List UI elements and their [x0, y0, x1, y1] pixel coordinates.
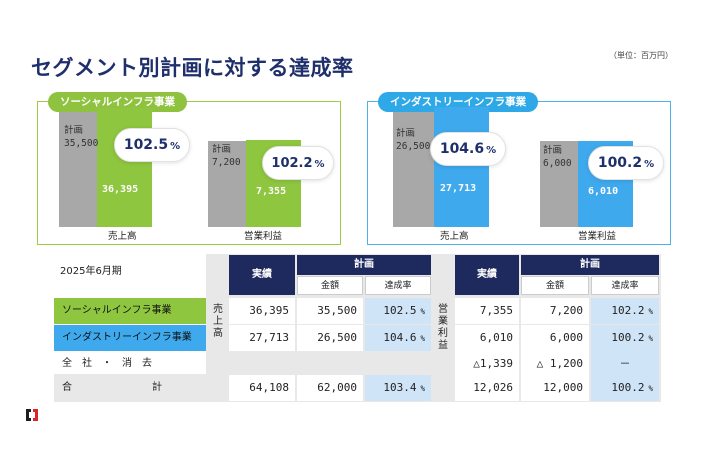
social-sales-plan-label: 計画 35,500: [64, 124, 98, 150]
rate-value: 100.2: [597, 155, 643, 171]
infra-sales-actual-bar: [434, 107, 489, 227]
infra-profit-actual-value: 6,010: [588, 186, 619, 197]
industry-infra-panel: インダストリーインフラ事業 計画 26,500 27,713 104.6% 売上…: [367, 92, 671, 245]
period-label: 2025年6月期: [60, 266, 122, 277]
social-profit-rate-pill: 102.2%: [262, 146, 334, 180]
infra-profit-axis-label: 営業利益: [578, 231, 617, 242]
profit-plan-header: 計画: [521, 255, 659, 275]
rate-value: 102.2: [271, 156, 313, 171]
percent-sign: %: [644, 159, 655, 170]
plan-value: 35,500: [64, 138, 99, 149]
social-sales-rate-pill: 102.5%: [114, 128, 190, 162]
social-sales-axis-label: 売上高: [108, 231, 137, 242]
social-sales-actual-value: 36,395: [102, 184, 139, 195]
sales-actual-header: 実績: [229, 255, 295, 295]
table-cell: 62,000: [297, 375, 363, 401]
row-label-total: 合 計: [62, 382, 162, 393]
infra-profit-rate-pill: 100.2%: [588, 146, 664, 180]
rate-value: 102.2: [611, 304, 645, 317]
table-rate-cell: 100.2%: [591, 325, 659, 351]
rate-value: 103.4: [383, 381, 417, 394]
profit-group-label: 営業利益: [438, 304, 448, 351]
percent-sign: %: [170, 141, 181, 152]
table-rate-cell: 102.5%: [365, 298, 431, 324]
percent-sign: %: [420, 384, 425, 393]
sales-plan-header: 計画: [297, 255, 431, 275]
sales-amount-header: 金額: [297, 276, 363, 295]
percent-sign: %: [648, 307, 653, 316]
rate-value: 100.2: [611, 331, 645, 344]
table-cell: 27,713: [229, 325, 295, 351]
table-cell: 6,010: [455, 325, 519, 351]
profit-rate-header: 達成率: [591, 276, 659, 295]
profit-actual-header: 実績: [455, 255, 519, 295]
row-label-social-infra: ソーシャルインフラ事業: [54, 298, 206, 324]
page-title: セグメント別計画に対する達成率: [31, 56, 354, 80]
sales-rate-header: 達成率: [365, 276, 431, 295]
infra-sales-actual-value: 27,713: [440, 183, 477, 194]
infra-sales-plan-label: 計画 26,500: [396, 127, 430, 153]
percent-sign: %: [420, 307, 425, 316]
unit-note: （単位：百万円）: [609, 51, 673, 60]
percent-sign: %: [648, 334, 653, 343]
table-cell: △ 1,200: [521, 351, 589, 377]
table-cell: △1,339: [455, 351, 519, 377]
table-cell: 64,108: [229, 375, 295, 401]
social-profit-axis-label: 営業利益: [244, 231, 283, 242]
percent-sign: %: [486, 145, 497, 156]
table-rate-cell: 103.4%: [365, 375, 431, 401]
row-label-corporate-elimination: 全 社 ・ 消 去: [62, 358, 152, 369]
table-cell: 12,000: [521, 375, 589, 401]
table-cell: 6,000: [521, 325, 589, 351]
percent-sign: %: [420, 334, 425, 343]
table-rate-cell: 104.6%: [365, 325, 431, 351]
social-profit-actual-value: 7,355: [256, 186, 287, 197]
profit-amount-header: 金額: [521, 276, 589, 295]
rate-value: 104.6: [383, 331, 417, 344]
rate-value: 102.5: [123, 137, 169, 153]
plan-value: 6,000: [543, 158, 572, 169]
table-cell: 12,026: [455, 375, 519, 401]
table-rate-cell: 100.2%: [591, 375, 659, 401]
social-profit-plan-label: 計画 7,200: [212, 143, 241, 169]
rate-value: 104.6: [439, 141, 485, 157]
infra-sales-rate-pill: 104.6%: [430, 132, 506, 166]
social-sales-actual-bar: [97, 108, 152, 227]
percent-sign: %: [648, 384, 653, 393]
total-row-shade: [54, 374, 206, 402]
social-infra-panel-label: ソーシャルインフラ事業: [48, 92, 187, 112]
table-cell: 36,395: [229, 298, 295, 324]
plan-value: 26,500: [396, 141, 431, 152]
rate-value: 100.2: [611, 381, 645, 394]
table-cell: 26,500: [297, 325, 363, 351]
rate-value: 102.5: [383, 304, 417, 317]
table-rate-cell: －: [591, 351, 659, 377]
company-logo-icon: [26, 409, 38, 421]
plan-value: 7,200: [212, 157, 241, 168]
sales-group-label: 売上高: [213, 304, 223, 339]
industry-infra-panel-label: インダストリーインフラ事業: [378, 92, 539, 112]
infra-sales-axis-label: 売上高: [440, 231, 469, 242]
row-label-industry-infra: インダストリーインフラ事業: [54, 325, 206, 351]
table-cell: 7,355: [455, 298, 519, 324]
table-cell: 7,200: [521, 298, 589, 324]
plan-caption: 計画: [543, 145, 563, 156]
plan-caption: 計画: [212, 144, 232, 155]
table-rate-cell: 102.2%: [591, 298, 659, 324]
percent-sign: %: [314, 159, 325, 170]
table-cell: 35,500: [297, 298, 363, 324]
infra-profit-plan-label: 計画 6,000: [543, 144, 572, 170]
social-infra-panel: ソーシャルインフラ事業 計画 35,500 36,395 102.5% 売上高 …: [37, 92, 341, 245]
plan-caption: 計画: [396, 128, 416, 139]
plan-caption: 計画: [64, 125, 84, 136]
